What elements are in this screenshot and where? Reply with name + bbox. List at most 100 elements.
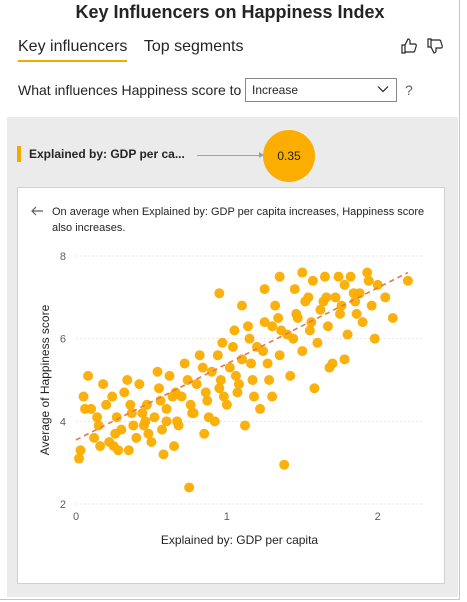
scatter-point [137, 408, 148, 419]
scatter-point [322, 321, 333, 332]
scatter-point [83, 370, 94, 381]
scatter-point [194, 350, 205, 361]
scatter-point [297, 267, 308, 278]
scatter-point [123, 445, 134, 456]
scatter-point [128, 420, 139, 431]
scatter-point [92, 412, 103, 423]
back-arrow-icon[interactable] [30, 204, 44, 218]
feedback-buttons [399, 36, 445, 56]
scatter-point [185, 399, 196, 410]
scatter-point [339, 354, 350, 365]
scatter-point [110, 428, 121, 439]
influencer-panel: Explained by: GDP per ca... 0.35 On aver… [7, 117, 458, 597]
outcome-select[interactable]: Increase [245, 78, 397, 102]
y-tick-label: 6 [60, 334, 66, 346]
scatter-point [229, 325, 240, 336]
scatter-point [267, 391, 278, 402]
scatter-point [276, 325, 287, 336]
scatter-point [372, 279, 383, 290]
scatter-point [202, 395, 213, 406]
scatter-point [111, 412, 122, 423]
scatter-point [101, 399, 112, 410]
scatter-point [146, 437, 157, 447]
influencer-item[interactable]: Explained by: GDP per ca... [17, 146, 185, 162]
outcome-select-value: Increase [252, 83, 299, 97]
scatter-point [348, 288, 359, 299]
y-tick-label: 8 [60, 251, 66, 263]
scatter-point [80, 403, 91, 414]
scatter-point [264, 375, 275, 385]
scatter-point [161, 403, 172, 414]
y-tick-label: 4 [60, 416, 66, 428]
scatter-point [402, 275, 413, 286]
scatter-point [249, 391, 260, 402]
scatter-point [221, 399, 232, 410]
scatter-point [224, 362, 235, 373]
influencer-connector [197, 152, 264, 158]
scatter-point [197, 362, 208, 373]
chevron-down-icon [376, 82, 390, 96]
scatter-point [363, 275, 374, 286]
x-axis-label: Explained by: GDP per capita [161, 533, 319, 547]
thumbs-up-icon[interactable] [399, 36, 419, 56]
scatter-point [342, 329, 353, 340]
influencer-marker [17, 146, 21, 162]
scatter-point [362, 267, 373, 278]
tab-top-segments[interactable]: Top segments [143, 38, 244, 55]
scatter-point [107, 391, 118, 402]
scatter-point [140, 416, 151, 427]
scatter-point [95, 441, 106, 452]
scatter-point [366, 300, 377, 311]
scatter-point [125, 399, 136, 410]
scatter-point [215, 375, 226, 385]
scatter-point [335, 308, 346, 319]
scatter-point [78, 391, 89, 402]
scatter-point [267, 321, 278, 332]
scatter-point [191, 379, 202, 390]
scatter-point [315, 304, 326, 315]
x-tick-label: 2 [375, 511, 381, 523]
scatter-point [143, 428, 154, 439]
scatter-point [274, 271, 285, 282]
influence-question: What influences Happiness score to [18, 82, 242, 98]
scatter-point [288, 333, 299, 344]
scatter-point [357, 317, 368, 328]
trend-line [75, 271, 409, 441]
scatter-point [134, 379, 145, 390]
scatter-point [184, 482, 195, 493]
scatter-point [339, 279, 350, 290]
help-icon[interactable]: ? [405, 82, 413, 98]
tab-key-influencers[interactable]: Key influencers [18, 38, 128, 62]
scatter-point [214, 288, 225, 299]
scatter-point [131, 432, 142, 443]
page-title: Key Influencers on Happiness Index [75, 2, 385, 22]
thumbs-down-icon[interactable] [425, 36, 445, 56]
scatter-point [242, 321, 253, 332]
scatter-point [270, 300, 281, 311]
scatter-point [152, 366, 163, 377]
scatter-point [303, 292, 314, 303]
scatter-point [279, 459, 290, 470]
scatter-point [217, 337, 228, 348]
scatter-point [330, 292, 341, 303]
scatter-point [170, 387, 181, 398]
scatter-point [350, 296, 361, 307]
y-axis-label: Average of Happiness score [38, 304, 52, 455]
scatter-point [306, 317, 317, 328]
scatter-point [319, 271, 330, 282]
scatter-point [89, 432, 100, 443]
scatter-point [188, 408, 199, 419]
scatter-point [246, 358, 257, 369]
scatter-point [227, 341, 238, 352]
influencer-label: Explained by: GDP per ca... [29, 147, 185, 161]
scatter-point [333, 271, 344, 282]
scatter-point [153, 383, 164, 394]
scatter-point [113, 445, 124, 456]
scatter-point [369, 333, 380, 344]
scatter-point [312, 337, 323, 348]
scatter-point [122, 375, 133, 385]
explanation-text: On average when Explained by: GDP per ca… [52, 206, 425, 234]
scatter-point [324, 362, 335, 373]
scatter-point [236, 300, 247, 311]
